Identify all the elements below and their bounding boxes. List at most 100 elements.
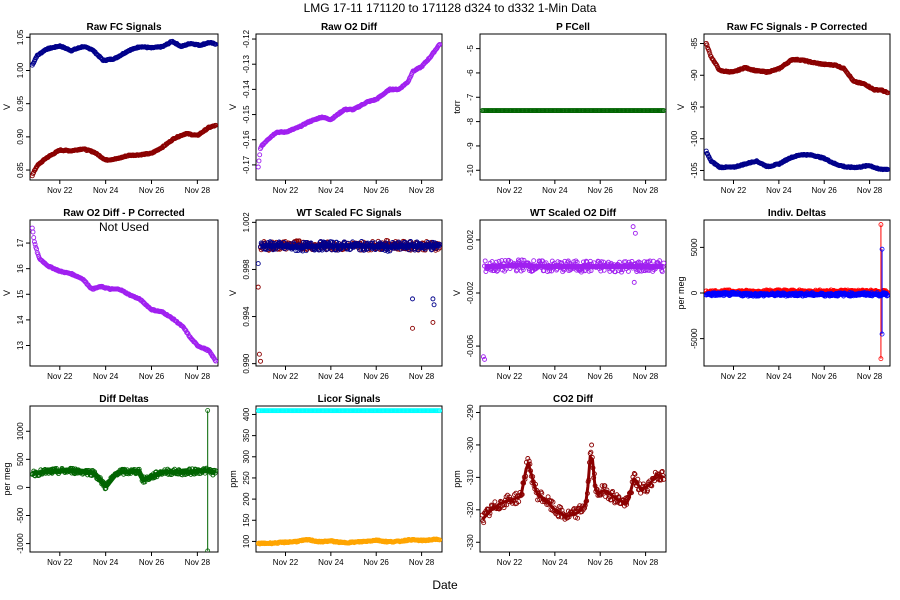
data-point [704,42,710,48]
series-delta2 [704,246,890,337]
panel-annotation: Not Used [99,220,149,234]
data-point [492,499,498,505]
outlier-point [480,354,486,360]
data-point [437,537,442,543]
panel-p7: WT Scaled O2 Diff V -0.006 -0.002 0.002 Nov 2… [452,208,667,381]
data-point [435,43,441,49]
data-point [256,158,262,164]
y-tick-label: -1000 [16,533,25,554]
y-tick-label: -6 [466,69,475,77]
y-tick-label: 350 [242,428,251,442]
plot-frame [479,219,667,367]
spike-point [879,331,885,337]
x-tick-label: Nov 28 [633,186,659,195]
y-axis-label: torr [452,100,462,114]
series-group [30,408,218,552]
y-axis-label: per meg [2,462,12,495]
outlier-point [256,351,262,357]
y-tick-label: -9 [466,142,475,150]
outlier-point [258,358,263,364]
series-band [481,455,665,521]
panel-title: CO2 Diff [553,394,594,405]
data-point [30,61,36,67]
data-point [501,505,507,511]
y-tick-label: -5000 [690,328,699,349]
x-tick-label: Nov 22 [47,558,73,567]
data-point [575,515,581,521]
data-point [647,258,653,264]
data-point [494,268,500,274]
y-tick-label: -310 [466,469,475,486]
y-tick-label: 5000 [690,238,699,256]
y-tick-label: 1.002 [242,212,251,233]
data-point [213,41,218,47]
data-point [558,505,564,510]
panels: Raw FC Signals V 0.85 0.90 0.95 1.00 1.05 Nov 2… [2,22,891,567]
y-tick-label: 0.85 [16,162,25,178]
panel-p10: Licor Signals ppm 100 150 200 250 300 350 400 Nov… [228,394,443,567]
series-group [256,408,442,547]
y-axis-label: ppm [452,470,462,488]
y-axis-label: V [676,104,686,110]
x-tick-label: Nov 24 [318,372,344,381]
series-p-fcell [480,108,666,114]
data-point [502,258,508,264]
data-point [525,456,531,461]
series-group [30,38,218,179]
data-point [658,477,664,483]
outlier-point [632,230,638,236]
data-point [34,246,39,252]
x-tick-label: Nov 24 [93,558,119,567]
x-tick-label: Nov 28 [185,186,211,195]
x-tick-label: Nov 26 [588,558,614,567]
data-point [704,151,710,156]
data-point [602,483,608,489]
outlier-point [430,319,436,325]
series-fc1-corr [704,40,890,96]
panel-title: Indiv. Deltas [768,208,827,219]
data-point [550,499,556,505]
series-group [704,40,890,173]
series-group [256,41,442,170]
y-tick-label: -290 [466,404,475,421]
data-point [30,229,36,235]
figure-title: LMG 17-11 171120 to 171128 d324 to d332 … [304,1,597,15]
x-tick-label: Nov 24 [93,186,119,195]
panel-p6: WT Scaled FC Signals V 0.990 0.994 0.998 1.00… [228,208,443,381]
data-point [625,268,631,274]
x-tick-label: Nov 28 [633,372,659,381]
data-point [536,258,542,264]
x-tick-label: Nov 24 [318,186,344,195]
data-point [35,251,41,257]
data-point [206,348,212,354]
y-tick-label: 0 [16,485,25,490]
x-tick-label: Nov 26 [139,558,165,567]
x-tick-label: Nov 24 [766,372,792,381]
data-point [31,235,37,241]
outlier-point [630,224,636,230]
data-point [885,90,890,96]
data-point [535,497,541,503]
spike-point [878,356,884,362]
panel-p9: Diff Deltas per meg -1000 -500 0 500 1000 Nov 2… [2,394,219,567]
y-axis-label: V [2,104,12,110]
panel-title: Diff Deltas [99,394,149,405]
outlier-point [410,325,415,331]
series-band [484,262,664,269]
x-tick-label: Nov 22 [273,372,299,381]
y-tick-label: -8 [466,117,475,125]
y-tick-label: 15 [16,289,25,298]
series-co2-diff [480,442,666,526]
series-group [480,442,666,526]
spike-point [879,246,885,252]
data-point [706,48,712,54]
panel-title: Licor Signals [318,394,381,405]
data-point [211,355,217,361]
panel-p8: Indiv. Deltas per meg -5000 0 5000 Nov 22 Nov … [676,208,891,381]
data-point [504,502,510,508]
y-tick-label: -0.17 [242,155,251,174]
y-tick-label: 0 [690,290,699,295]
data-point [539,490,545,496]
outlier-point [410,296,415,302]
plot-frame [479,33,667,181]
